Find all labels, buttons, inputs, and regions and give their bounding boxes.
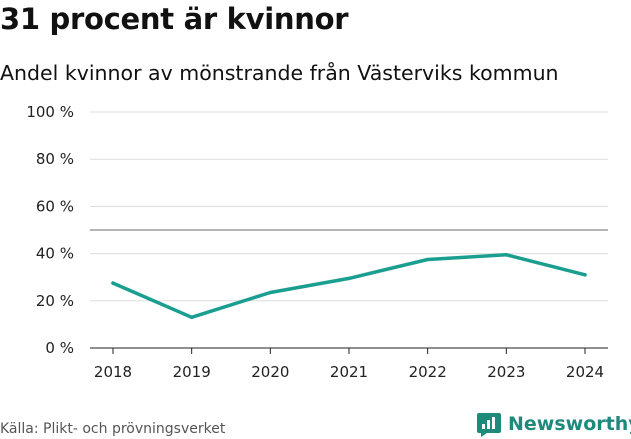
series-line xyxy=(111,253,587,320)
x-tick-label: 2021 xyxy=(330,363,368,381)
y-tick-label: 80 % xyxy=(36,150,74,168)
data-point[interactable] xyxy=(583,273,587,277)
series-layer xyxy=(111,253,587,320)
data-point[interactable] xyxy=(189,315,194,320)
newsworthy-logo-icon xyxy=(477,413,501,437)
data-point[interactable] xyxy=(347,276,351,281)
brand-name: Newsworthy xyxy=(508,413,631,435)
line-chart: 0 % 20 % 40 % 60 % 80 % 100 % 2018 2019 2020 202… xyxy=(26,103,608,381)
y-axis: 0 % 20 % 40 % 60 % 80 % 100 % xyxy=(26,103,74,357)
grid-lines xyxy=(90,111,608,349)
data-point[interactable] xyxy=(111,281,115,285)
y-tick-label: 100 % xyxy=(26,103,74,121)
brand-logo[interactable]: Newsworthy xyxy=(476,410,631,438)
x-axis: 2018 2019 2020 2021 2022 2023 2024 xyxy=(94,348,604,381)
x-tick-label: 2020 xyxy=(251,363,289,381)
source-note: Källa: Plikt- och prövningsverket xyxy=(0,421,226,437)
chart-subtitle: Andel kvinnor av mönstrande från Västerv… xyxy=(0,61,559,85)
y-tick-label: 60 % xyxy=(36,197,74,215)
x-tick-label: 2019 xyxy=(173,363,211,381)
data-point[interactable] xyxy=(504,253,509,257)
y-tick-label: 0 % xyxy=(45,339,74,357)
chart-title: 31 procent är kvinnor xyxy=(0,2,349,36)
data-point[interactable] xyxy=(268,290,273,295)
x-tick-label: 2023 xyxy=(487,363,525,381)
y-tick-label: 40 % xyxy=(36,245,74,263)
data-point[interactable] xyxy=(425,257,430,262)
x-tick-label: 2022 xyxy=(409,363,447,381)
x-tick-label: 2024 xyxy=(566,363,604,381)
y-tick-label: 20 % xyxy=(36,292,74,310)
x-tick-label: 2018 xyxy=(94,363,132,381)
